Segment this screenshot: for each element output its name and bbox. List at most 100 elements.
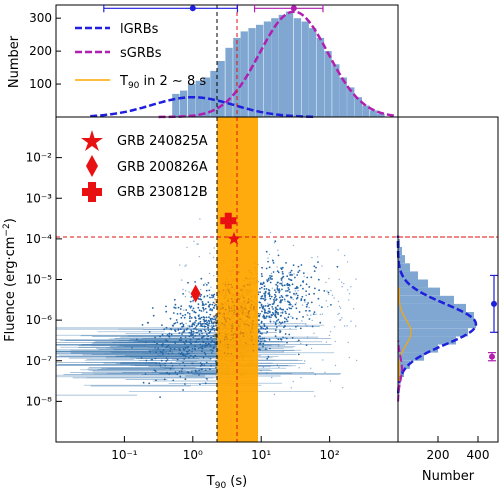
- main-xtick-label: 10²: [320, 448, 340, 462]
- legend-grb-200826a: GRB 200826A: [117, 160, 208, 175]
- scatter-point: [277, 313, 279, 316]
- scatter-point: [212, 335, 215, 337]
- band-point: [242, 309, 244, 312]
- scatter-point: [205, 311, 208, 314]
- top-ylabel: Number: [7, 35, 22, 88]
- scatter-point: [290, 296, 293, 299]
- scatter-point-faint: [189, 326, 191, 328]
- scatter-point: [162, 349, 165, 351]
- scatter-point: [180, 339, 183, 341]
- scatter-point-faint: [266, 372, 268, 374]
- scatter-point-faint: [279, 312, 282, 314]
- scatter-point: [207, 324, 210, 327]
- scatter-point: [173, 323, 176, 325]
- scatter-point-faint: [343, 283, 345, 285]
- scatter-point-faint: [308, 306, 310, 309]
- band-point: [231, 334, 233, 336]
- scatter-point-faint: [306, 325, 308, 327]
- scatter-point-faint: [199, 368, 202, 371]
- scatter-point: [203, 351, 206, 354]
- scatter-point: [195, 325, 198, 327]
- scatter-point: [178, 347, 181, 350]
- scatter-point: [289, 279, 292, 281]
- scatter-point: [191, 350, 193, 353]
- scatter-point: [215, 366, 217, 369]
- scatter-point-faint: [269, 339, 271, 342]
- scatter-point-faint: [334, 364, 337, 367]
- scatter-point: [201, 350, 203, 352]
- scatter-point: [213, 327, 215, 330]
- scatter-point-faint: [265, 332, 267, 335]
- scatter-point: [154, 336, 157, 339]
- scatter-point: [166, 345, 169, 348]
- scatter-point-faint: [198, 255, 200, 258]
- scatter-point-faint: [352, 308, 355, 310]
- top-bar: [347, 87, 355, 117]
- scatter-point: [201, 302, 204, 305]
- scatter-point-faint: [197, 341, 199, 344]
- grb-markers: [190, 212, 241, 303]
- band-point: [248, 316, 250, 319]
- scatter-point: [258, 335, 261, 337]
- scatter-point: [210, 341, 213, 344]
- band-point: [231, 327, 233, 330]
- band-point: [231, 300, 234, 303]
- scatter-point: [261, 275, 263, 278]
- scatter-point-faint: [298, 367, 300, 369]
- scatter-point: [185, 340, 188, 343]
- band-point: [243, 285, 245, 287]
- scatter-point-faint: [356, 359, 358, 362]
- scatter-point: [276, 320, 278, 322]
- band-point: [240, 307, 243, 309]
- scatter-point: [285, 312, 287, 315]
- band-point: [217, 311, 219, 314]
- scatter-point: [184, 383, 186, 385]
- right-lgrb-curve: [396, 235, 478, 394]
- scatter-point: [214, 318, 216, 320]
- scatter-point-faint: [271, 376, 273, 379]
- scatter-point: [279, 296, 281, 299]
- band-point: [225, 335, 227, 338]
- band-point: [239, 332, 242, 335]
- scatter-point: [184, 378, 187, 381]
- scatter-point: [161, 324, 163, 326]
- scatter-point: [160, 359, 163, 362]
- band-point: [230, 325, 233, 327]
- scatter-point: [265, 250, 268, 253]
- scatter-point: [268, 316, 271, 319]
- scatter-point: [285, 290, 287, 292]
- scatter-point-faint: [350, 286, 352, 288]
- scatter-point: [290, 307, 293, 310]
- main-ytick-label: 10⁻⁵: [26, 273, 53, 287]
- scatter-point-faint: [328, 277, 330, 280]
- scatter-point: [190, 317, 193, 319]
- main-panel: 10⁻⁸10⁻⁷10⁻⁶10⁻⁵10⁻⁴10⁻³10⁻² 10⁻¹ 10⁰ 10¹ 1…: [2, 116, 498, 491]
- scatter-point: [268, 266, 271, 269]
- band-point: [250, 336, 253, 338]
- scatter-point: [172, 312, 175, 314]
- scatter-point: [202, 322, 204, 325]
- scatter-point-faint: [278, 366, 280, 368]
- scatter-point: [149, 350, 152, 353]
- scatter-point-faint: [292, 244, 295, 247]
- scatter-point-faint: [304, 301, 306, 303]
- scatter-point: [317, 278, 320, 281]
- scatter-point: [266, 279, 268, 281]
- scatter-point: [261, 307, 264, 310]
- right-bar: [398, 247, 402, 256]
- scatter-point: [170, 362, 173, 364]
- scatter-point: [281, 321, 284, 324]
- scatter-point: [291, 337, 294, 339]
- scatter-point: [264, 328, 267, 330]
- scatter-point: [161, 333, 164, 336]
- scatter-point: [285, 337, 288, 340]
- scatter-point: [276, 285, 279, 287]
- scatter-point-faint: [310, 347, 313, 350]
- scatter-point: [291, 283, 294, 286]
- scatter-point: [276, 270, 279, 272]
- scatter-point: [168, 336, 171, 338]
- scatter-point: [269, 281, 272, 284]
- scatter-point: [288, 303, 291, 306]
- scatter-point-faint: [293, 294, 295, 296]
- scatter-point-faint: [181, 279, 183, 281]
